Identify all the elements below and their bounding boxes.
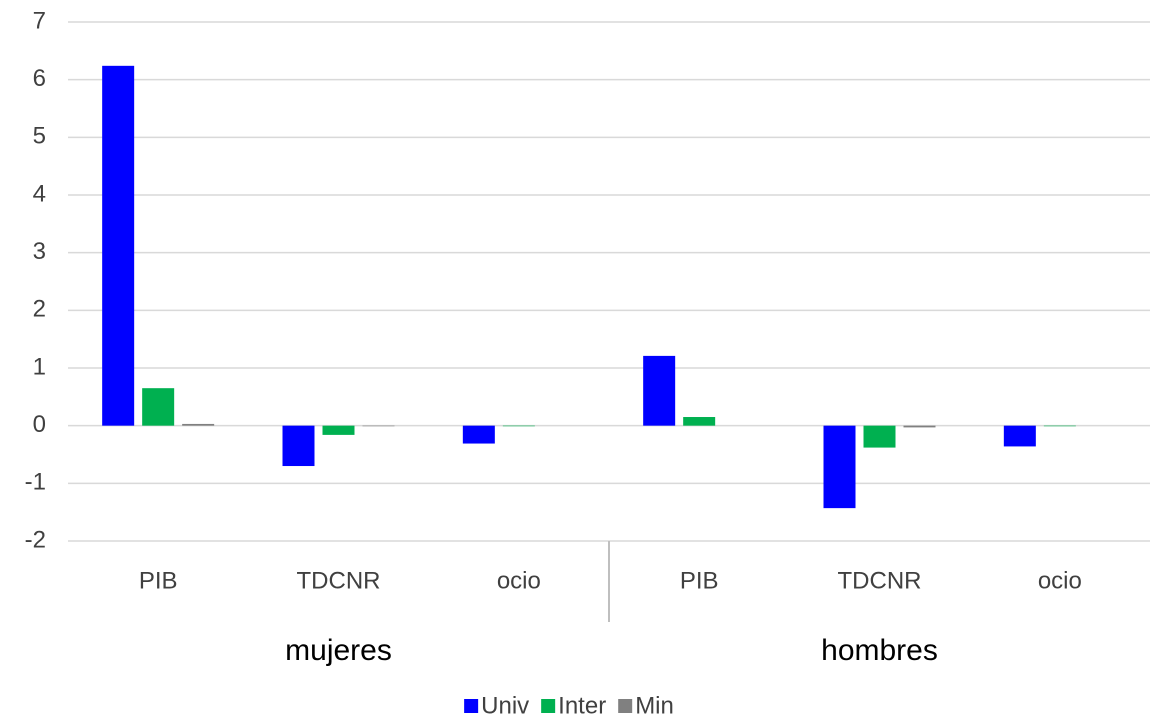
x-tick-label: ocio xyxy=(1038,567,1082,594)
legend-label: Min xyxy=(635,692,674,719)
y-tick-label: 3 xyxy=(33,238,46,265)
x-tick-label: ocio xyxy=(497,567,541,594)
y-tick-label: 6 xyxy=(33,65,46,92)
bar xyxy=(903,425,936,428)
bar xyxy=(863,425,896,448)
y-tick-label: 1 xyxy=(33,353,46,380)
y-tick-label: 2 xyxy=(33,296,46,323)
bar xyxy=(182,423,215,426)
group-label: hombres xyxy=(821,634,938,667)
bar xyxy=(823,425,856,509)
legend-swatch xyxy=(618,699,633,713)
bar xyxy=(1043,425,1076,427)
x-tick-label: PIB xyxy=(139,567,178,594)
y-tick-label: 0 xyxy=(33,411,46,438)
legend-swatch xyxy=(464,699,479,713)
legend-swatch xyxy=(541,699,556,713)
bar xyxy=(322,425,355,435)
bar xyxy=(102,65,135,426)
y-tick-label: 5 xyxy=(33,123,46,150)
legend-label: Inter xyxy=(558,692,606,719)
bar xyxy=(142,388,175,426)
y-tick-label: 4 xyxy=(33,180,46,207)
bar xyxy=(683,417,716,426)
bar xyxy=(462,425,495,444)
y-tick-label: -1 xyxy=(25,469,46,496)
legend-label: Univ xyxy=(481,692,529,719)
bar xyxy=(282,425,315,467)
x-tick-label: TDCNR xyxy=(297,567,381,594)
bar xyxy=(643,355,676,426)
bar xyxy=(502,425,535,427)
y-tick-label: 7 xyxy=(33,7,46,34)
x-tick-label: TDCNR xyxy=(838,567,922,594)
bar xyxy=(1003,425,1036,447)
group-label: mujeres xyxy=(285,634,392,667)
bar xyxy=(362,425,395,427)
x-tick-label: PIB xyxy=(680,567,719,594)
y-tick-label: -2 xyxy=(25,526,46,553)
